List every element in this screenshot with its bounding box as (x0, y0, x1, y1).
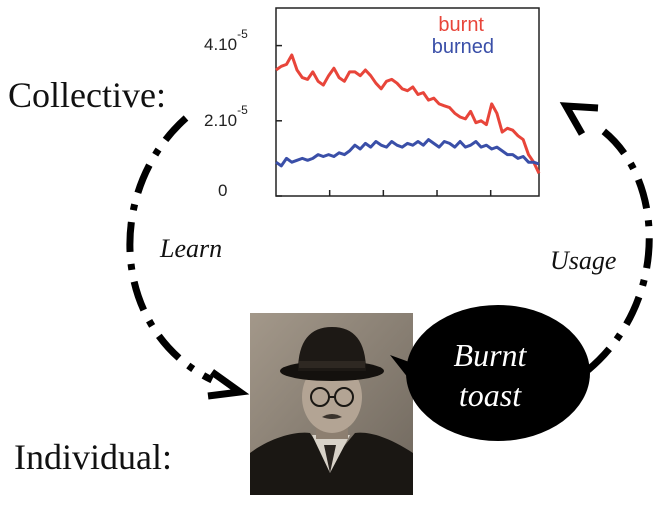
speech-line-1: Burnt (453, 337, 527, 373)
y-tick-label: 4.10-5 (204, 27, 248, 54)
speech-bubble (390, 305, 590, 441)
speech-line-2: toast (458, 377, 522, 413)
y-tick-labels: 4.10-5 2.10-5 0 (204, 27, 248, 200)
chart: 4.10-5 2.10-5 0 burnt burned (204, 7, 541, 200)
legend-burned: burned (432, 36, 494, 58)
usage-arrow (585, 122, 653, 373)
series-line-burned (275, 138, 540, 168)
axis-ticks (276, 44, 492, 197)
collective-label: Collective: (8, 75, 166, 115)
learn-arrowhead (207, 369, 250, 400)
usage-arrowhead (559, 102, 599, 136)
learn-label: Learn (160, 234, 223, 263)
legend-burnt: burnt (438, 14, 484, 36)
series-line-burnt (275, 53, 541, 175)
y-tick-label: 2.10-5 (204, 103, 248, 130)
speech-text: Burnt toast (425, 335, 555, 415)
individual-label: Individual: (14, 437, 172, 477)
learn-arrow (126, 115, 214, 384)
y-tick-label: 0 (218, 181, 227, 200)
plot-frame (275, 7, 540, 197)
usage-label: Usage (550, 246, 617, 275)
man-in-hat-portrait-icon (250, 313, 413, 495)
